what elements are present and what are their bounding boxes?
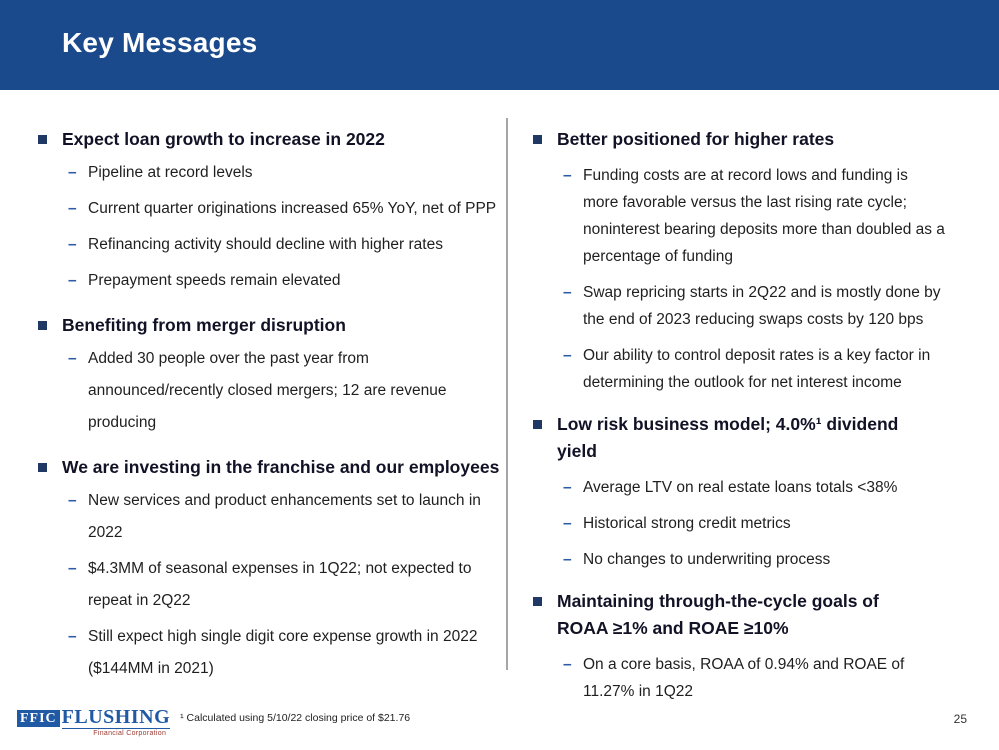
dash-bullet-icon: – (68, 236, 77, 253)
sub-bullet: – No changes to underwriting process (563, 546, 945, 573)
bullet-heading: Low risk business model; 4.0%¹ dividend … (533, 411, 945, 465)
logo-wordmark: FLUSHING Financial Corporation (61, 706, 171, 737)
sub-bullet: – Refinancing activity should decline wit… (68, 229, 508, 261)
sub-bullet-text: Our ability to control deposit rates is … (583, 347, 931, 391)
dash-bullet-icon: – (563, 515, 572, 532)
sub-bullet: – Current quarter originations increased … (68, 193, 508, 225)
sub-bullet: – Funding costs are at record lows and fu… (563, 162, 945, 270)
dash-bullet-icon: – (563, 347, 572, 364)
sub-bullet: – Pipeline at record levels (68, 157, 508, 189)
heading-text: We are investing in the franchise and ou… (62, 457, 500, 477)
sub-bullet: – On a core basis, ROAA of 0.94% and ROAE… (563, 651, 945, 705)
column-divider (506, 118, 508, 670)
dash-bullet-icon: – (68, 200, 77, 217)
title-bar: Key Messages (0, 0, 999, 90)
bullet-heading: We are investing in the franchise and ou… (38, 454, 508, 481)
sub-bullet-text: New services and product enhancements se… (88, 492, 481, 541)
sub-bullet-text: Prepayment speeds remain elevated (88, 272, 341, 289)
square-bullet-icon (38, 321, 47, 330)
sub-bullet: – Swap repricing starts in 2Q22 and is mo… (563, 279, 945, 333)
square-bullet-icon (533, 597, 542, 606)
sub-bullet-text: Average LTV on real estate loans totals … (583, 479, 898, 496)
dash-bullet-icon: – (68, 492, 77, 509)
sub-bullet-text: Added 30 people over the past year from … (88, 350, 447, 431)
square-bullet-icon (38, 135, 47, 144)
bullet-heading: Expect loan growth to increase in 2022 (38, 126, 508, 153)
sub-bullet: – New services and product enhancements s… (68, 485, 508, 549)
sub-bullet-text: No changes to underwriting process (583, 551, 831, 568)
square-bullet-icon (38, 463, 47, 472)
dash-bullet-icon: – (563, 656, 572, 673)
sub-bullet-text: Swap repricing starts in 2Q22 and is mos… (583, 284, 941, 328)
dash-bullet-icon: – (68, 628, 77, 645)
heading-text: Low risk business model; 4.0%¹ dividend … (557, 414, 899, 461)
dash-bullet-icon: – (563, 551, 572, 568)
sub-bullet-text: Still expect high single digit core expe… (88, 628, 478, 677)
square-bullet-icon (533, 135, 542, 144)
bullet-heading: Maintaining through-the-cycle goals of R… (533, 588, 945, 642)
footnote: ¹ Calculated using 5/10/22 closing price… (180, 712, 411, 724)
slide-footer: FFIC FLUSHING Financial Corporation ¹ Ca… (17, 707, 410, 737)
sub-bullet-text: On a core basis, ROAA of 0.94% and ROAE … (583, 656, 905, 700)
dash-bullet-icon: – (563, 167, 572, 184)
page-number: 25 (953, 712, 967, 726)
sub-bullet: – Still expect high single digit core exp… (68, 621, 508, 685)
heading-text: Expect loan growth to increase in 2022 (62, 129, 385, 149)
sub-bullet-text: Refinancing activity should decline with… (88, 236, 443, 253)
sub-bullet-text: $4.3MM of seasonal expenses in 1Q22; not… (88, 560, 472, 609)
dash-bullet-icon: – (68, 560, 77, 577)
sub-bullet: – Prepayment speeds remain elevated (68, 265, 508, 297)
heading-text: Maintaining through-the-cycle goals of R… (557, 591, 879, 638)
square-bullet-icon (533, 420, 542, 429)
sub-bullet: – Average LTV on real estate loans totals… (563, 474, 945, 501)
dash-bullet-icon: – (563, 479, 572, 496)
dash-bullet-icon: – (68, 164, 77, 181)
company-logo: FFIC FLUSHING Financial Corporation (17, 706, 171, 737)
bullet-heading: Better positioned for higher rates (533, 126, 945, 153)
heading-text: Benefiting from merger disruption (62, 315, 346, 335)
logo-subtitle: Financial Corporation (61, 728, 171, 737)
dash-bullet-icon: – (68, 272, 77, 289)
logo-ffic-box: FFIC (17, 710, 60, 727)
dash-bullet-icon: – (563, 284, 572, 301)
sub-bullet: – Our ability to control deposit rates is… (563, 342, 945, 396)
dash-bullet-icon: – (68, 350, 77, 367)
slide-title: Key Messages (62, 27, 258, 58)
bullet-heading: Benefiting from merger disruption (38, 312, 508, 339)
sub-bullet-text: Pipeline at record levels (88, 164, 253, 181)
sub-bullet-text: Funding costs are at record lows and fun… (583, 167, 945, 265)
sub-bullet-text: Current quarter originations increased 6… (88, 200, 497, 217)
sub-bullet: – Historical strong credit metrics (563, 510, 945, 537)
sub-bullet: – $4.3MM of seasonal expenses in 1Q22; no… (68, 553, 508, 617)
logo-flushing-text: FLUSHING (61, 706, 171, 728)
column-right: Better positioned for higher rates – Fundi… (533, 126, 945, 705)
heading-text: Better positioned for higher rates (557, 129, 835, 149)
sub-bullet-text: Historical strong credit metrics (583, 515, 791, 532)
column-left: Expect loan growth to increase in 2022– P… (38, 126, 508, 685)
sub-bullet: – Added 30 people over the past year from… (68, 343, 508, 439)
